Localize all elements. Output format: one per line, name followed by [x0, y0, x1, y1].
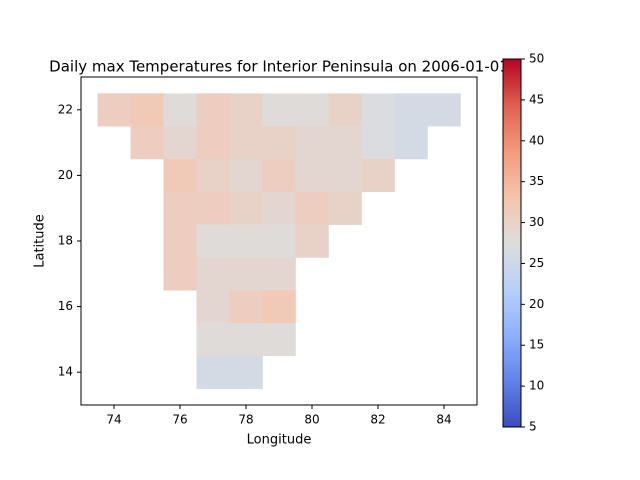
cell: [196, 224, 230, 258]
cell: [262, 323, 296, 357]
cell: [229, 159, 263, 193]
cell: [229, 323, 263, 357]
cell: [229, 224, 263, 258]
x-axis-label: Longitude: [247, 433, 312, 448]
y-tick-label: 20: [58, 168, 73, 182]
x-tick-label: 84: [436, 413, 451, 427]
y-axis-label: Latitude: [33, 214, 48, 268]
cell: [262, 159, 296, 193]
x-tick-label: 78: [238, 413, 253, 427]
x-tick-label: 80: [304, 413, 319, 427]
cell: [328, 126, 362, 160]
cell: [196, 290, 230, 324]
cell: [262, 224, 296, 258]
colorbar-tick-label: 30: [529, 215, 544, 229]
cell: [295, 159, 329, 193]
cell: [163, 191, 197, 225]
cell: [196, 93, 230, 127]
x-tick-label: 74: [106, 413, 121, 427]
cell: [427, 93, 461, 127]
colorbar-tick-label: 40: [529, 133, 544, 147]
colorbar-tick-label: 35: [529, 174, 544, 188]
cell: [328, 191, 362, 225]
cell: [196, 257, 230, 291]
cell: [196, 355, 230, 389]
cell: [163, 159, 197, 193]
cell: [196, 159, 230, 193]
colorbar: [502, 58, 522, 428]
cell: [196, 323, 230, 357]
cell: [229, 191, 263, 225]
x-tick-label: 82: [370, 413, 385, 427]
y-tick-label: 18: [58, 234, 73, 248]
cell: [163, 224, 197, 258]
colorbar-tick-label: 20: [529, 297, 544, 311]
cell: [229, 93, 263, 127]
cell: [229, 355, 263, 389]
cell: [196, 191, 230, 225]
cell: [361, 159, 395, 193]
colorbar-tick-label: 25: [529, 256, 544, 270]
chart-title: Daily max Temperatures for Interior Peni…: [49, 58, 509, 76]
cell: [97, 93, 131, 127]
cell: [262, 93, 296, 127]
cell: [361, 93, 395, 127]
cell: [262, 191, 296, 225]
cell: [328, 93, 362, 127]
cell: [163, 257, 197, 291]
colorbar-tick-label: 10: [529, 379, 544, 393]
colorbar-tick-label: 45: [529, 92, 544, 106]
cell: [130, 126, 164, 160]
cell: [295, 126, 329, 160]
colorbar-tick-label: 50: [529, 52, 544, 66]
colorbar-tick-label: 5: [529, 420, 537, 434]
cell: [394, 126, 428, 160]
cell: [163, 126, 197, 160]
cell: [229, 126, 263, 160]
cell: [262, 290, 296, 324]
cell: [295, 224, 329, 258]
cell: [361, 126, 395, 160]
colorbar-tick-label: 15: [529, 338, 544, 352]
x-tick-label: 76: [172, 413, 187, 427]
cell: [229, 290, 263, 324]
cell: [262, 257, 296, 291]
cell: [196, 126, 230, 160]
cell: [262, 126, 296, 160]
y-tick-label: 22: [58, 102, 73, 116]
cell: [328, 159, 362, 193]
y-tick-label: 16: [58, 299, 73, 313]
cell: [130, 93, 164, 127]
cell: [229, 257, 263, 291]
cell: [295, 191, 329, 225]
cell: [163, 93, 197, 127]
cell: [394, 93, 428, 127]
cell: [295, 93, 329, 127]
y-tick-label: 14: [58, 365, 73, 379]
